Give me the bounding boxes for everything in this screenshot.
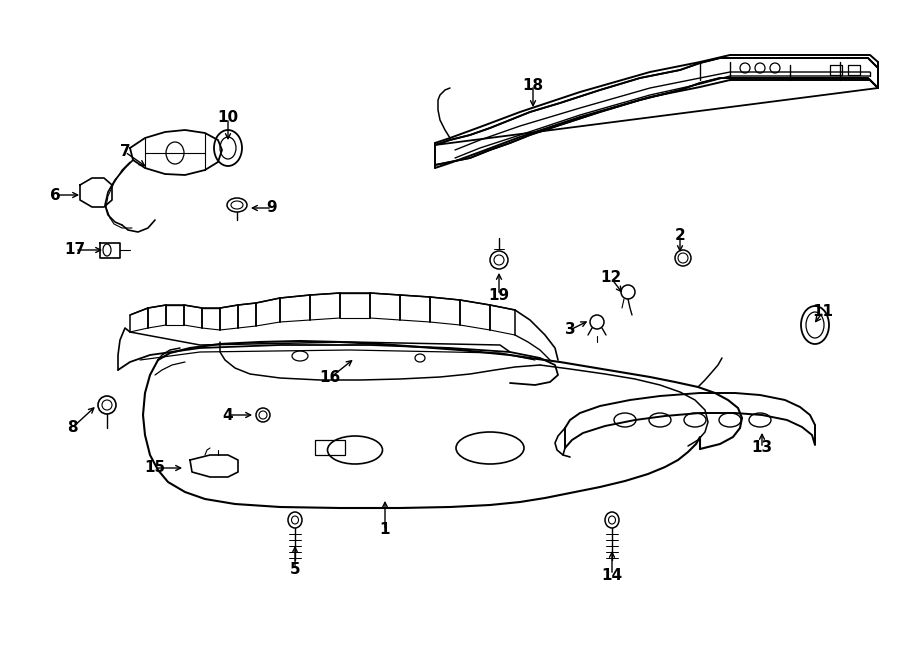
Ellipse shape [614,413,636,427]
Text: 3: 3 [564,323,575,338]
Ellipse shape [102,400,112,410]
Ellipse shape [621,285,635,299]
Ellipse shape [103,244,111,256]
Ellipse shape [675,250,691,266]
Ellipse shape [755,63,765,73]
Ellipse shape [415,354,425,362]
Ellipse shape [649,413,671,427]
Ellipse shape [684,413,706,427]
Ellipse shape [292,516,299,524]
Text: 6: 6 [50,188,60,202]
Text: 2: 2 [675,227,686,243]
Ellipse shape [608,516,616,524]
Text: 14: 14 [601,568,623,582]
Text: 8: 8 [67,420,77,436]
Ellipse shape [678,253,688,263]
Ellipse shape [490,251,508,269]
Text: 13: 13 [752,440,772,455]
Ellipse shape [494,255,504,265]
Text: 19: 19 [489,288,509,303]
Ellipse shape [166,142,184,164]
Ellipse shape [605,512,619,528]
Text: 11: 11 [813,305,833,319]
Text: 4: 4 [222,407,233,422]
Text: 12: 12 [600,270,622,286]
Text: 7: 7 [120,145,130,159]
Text: 15: 15 [144,461,166,475]
Ellipse shape [227,198,247,212]
Ellipse shape [590,315,604,329]
Ellipse shape [806,312,824,338]
Text: 18: 18 [522,77,544,93]
Ellipse shape [740,63,750,73]
Text: 16: 16 [320,371,340,385]
Text: 17: 17 [65,243,86,258]
Ellipse shape [328,436,382,464]
Ellipse shape [220,137,236,159]
Ellipse shape [288,512,302,528]
Text: 5: 5 [290,563,301,578]
Text: 10: 10 [218,110,238,126]
Ellipse shape [801,306,829,344]
Ellipse shape [292,351,308,361]
Ellipse shape [749,413,771,427]
Ellipse shape [770,63,780,73]
Ellipse shape [214,130,242,166]
Text: 9: 9 [266,200,277,215]
Ellipse shape [456,432,524,464]
Ellipse shape [231,201,243,209]
Ellipse shape [259,411,267,419]
Text: 1: 1 [380,522,391,537]
Ellipse shape [98,396,116,414]
Ellipse shape [256,408,270,422]
Ellipse shape [719,413,741,427]
